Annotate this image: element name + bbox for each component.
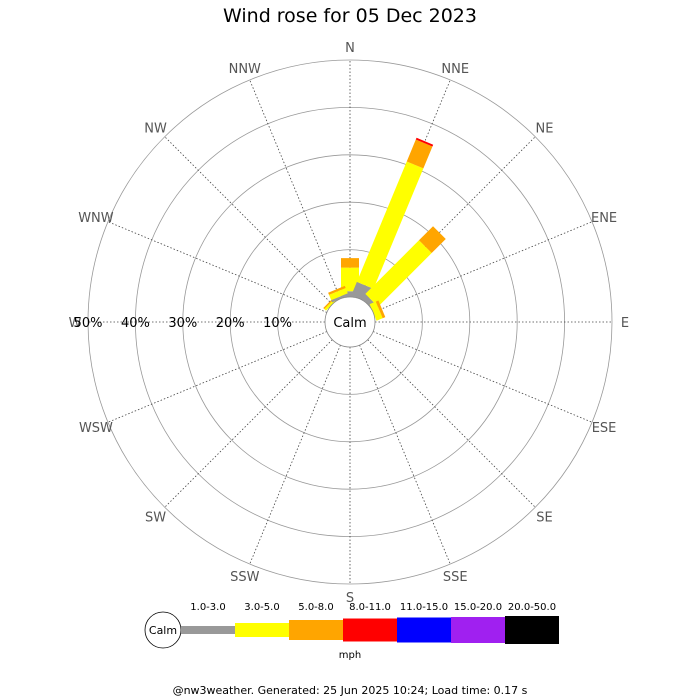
legend-label-8.0-11.0: 8.0-11.0 xyxy=(349,602,391,613)
direction-label-ne: NE xyxy=(535,122,553,137)
direction-label-wsw: WSW xyxy=(79,421,113,436)
tick-label-50%: 50% xyxy=(74,316,103,331)
direction-label-se: SE xyxy=(536,510,552,525)
direction-label-nnw: NNW xyxy=(229,62,261,77)
grid-ring xyxy=(87,59,613,585)
calm-circle xyxy=(324,296,376,348)
spoke-ene xyxy=(372,221,593,313)
direction-label-ese: ESE xyxy=(592,421,617,436)
spoke-wsw xyxy=(107,331,328,423)
tick-label-40%: 40% xyxy=(121,316,150,331)
legend-label-3.0-5.0: 3.0-5.0 xyxy=(244,602,279,613)
direction-label-sse: SSE xyxy=(443,570,468,585)
direction-label-n: N xyxy=(345,41,355,56)
footer-text: @nw3weather. Generated: 25 Jun 2025 10:2… xyxy=(172,684,528,697)
legend-swatch-15.0-20.0 xyxy=(451,617,505,643)
legend-unit-label: mph xyxy=(339,650,361,661)
legend-label-15.0-20.0: 15.0-20.0 xyxy=(454,602,502,613)
bar-nnw-3.0-5.0 xyxy=(329,288,348,301)
legend-swatch-1.0-3.0 xyxy=(181,626,235,634)
bar-nnw-5.0-8.0 xyxy=(328,285,346,295)
legend-swatch-3.0-5.0 xyxy=(235,623,289,637)
spoke-nnw xyxy=(249,79,341,300)
grid-ring xyxy=(277,249,423,395)
direction-label-ssw: SSW xyxy=(230,570,260,585)
direction-label-nw: NW xyxy=(144,122,167,137)
tick-label-20%: 20% xyxy=(216,316,245,331)
legend-label-20.0-50.0: 20.0-50.0 xyxy=(508,602,556,613)
spoke-ese xyxy=(372,331,593,423)
legend-label-11.0-15.0: 11.0-15.0 xyxy=(400,602,448,613)
legend-label-1.0-3.0: 1.0-3.0 xyxy=(190,602,225,613)
bar-nnw-1.0-3.0 xyxy=(331,293,349,303)
direction-label-wnw: WNW xyxy=(78,211,114,226)
spoke-ssw xyxy=(249,344,341,565)
bar-n-5.0-8.0 xyxy=(341,258,359,268)
spoke-nw xyxy=(164,136,333,305)
direction-label-sw: SW xyxy=(145,510,166,525)
bar-n-3.0-5.0 xyxy=(341,267,359,292)
direction-label-s: S xyxy=(346,591,354,606)
direction-label-ene: ENE xyxy=(591,211,617,226)
calm-center: Calm xyxy=(324,296,376,348)
spoke-se xyxy=(367,339,536,508)
legend-label-5.0-8.0: 5.0-8.0 xyxy=(298,602,333,613)
legend-calm-label: Calm xyxy=(149,624,177,637)
direction-labels: N NNE NE ENE E ESE SE SSE S SSW SW WSW W WNW NW NNW xyxy=(69,41,630,606)
legend-swatch-5.0-8.0 xyxy=(289,620,343,640)
calm-label: Calm xyxy=(333,316,366,331)
bar-ne-5.0-8.0 xyxy=(418,226,446,254)
chart-title: Wind rose for 05 Dec 2023 xyxy=(223,5,477,27)
direction-spokes xyxy=(88,60,612,584)
tick-label-10%: 10% xyxy=(263,316,292,331)
legend-swatch-20.0-50.0 xyxy=(505,616,559,644)
bar-ene-3.0-5.0 xyxy=(369,301,383,321)
tick-label-30%: 30% xyxy=(168,316,197,331)
direction-label-w: W xyxy=(69,316,82,331)
bar-ne-3.0-5.0 xyxy=(365,240,432,307)
legend-swatch-8.0-11.0 xyxy=(343,618,397,642)
wind-bars xyxy=(323,137,446,321)
legend-swatch-11.0-15.0 xyxy=(397,617,451,643)
speed-legend: Calm 1.0-3.0 3.0-5.0 5.0-8.0 8.0-11.0 11.0-15… xyxy=(144,602,559,661)
direction-label-nne: NNE xyxy=(441,62,469,77)
bar-nne-3.0-5.0 xyxy=(356,161,424,289)
radial-tick-labels: 10% 20% 30% 40% 50% xyxy=(74,316,293,331)
spoke-sse xyxy=(359,344,451,565)
bar-nne-8.0-11.0 xyxy=(415,137,434,147)
grid-ring xyxy=(182,154,518,490)
direction-label-e: E xyxy=(621,316,629,331)
spoke-wnw xyxy=(107,221,328,313)
bar-nne-5.0-8.0 xyxy=(406,139,433,169)
bar-ene-5.0-8.0 xyxy=(375,300,386,319)
spoke-sw xyxy=(164,339,333,508)
